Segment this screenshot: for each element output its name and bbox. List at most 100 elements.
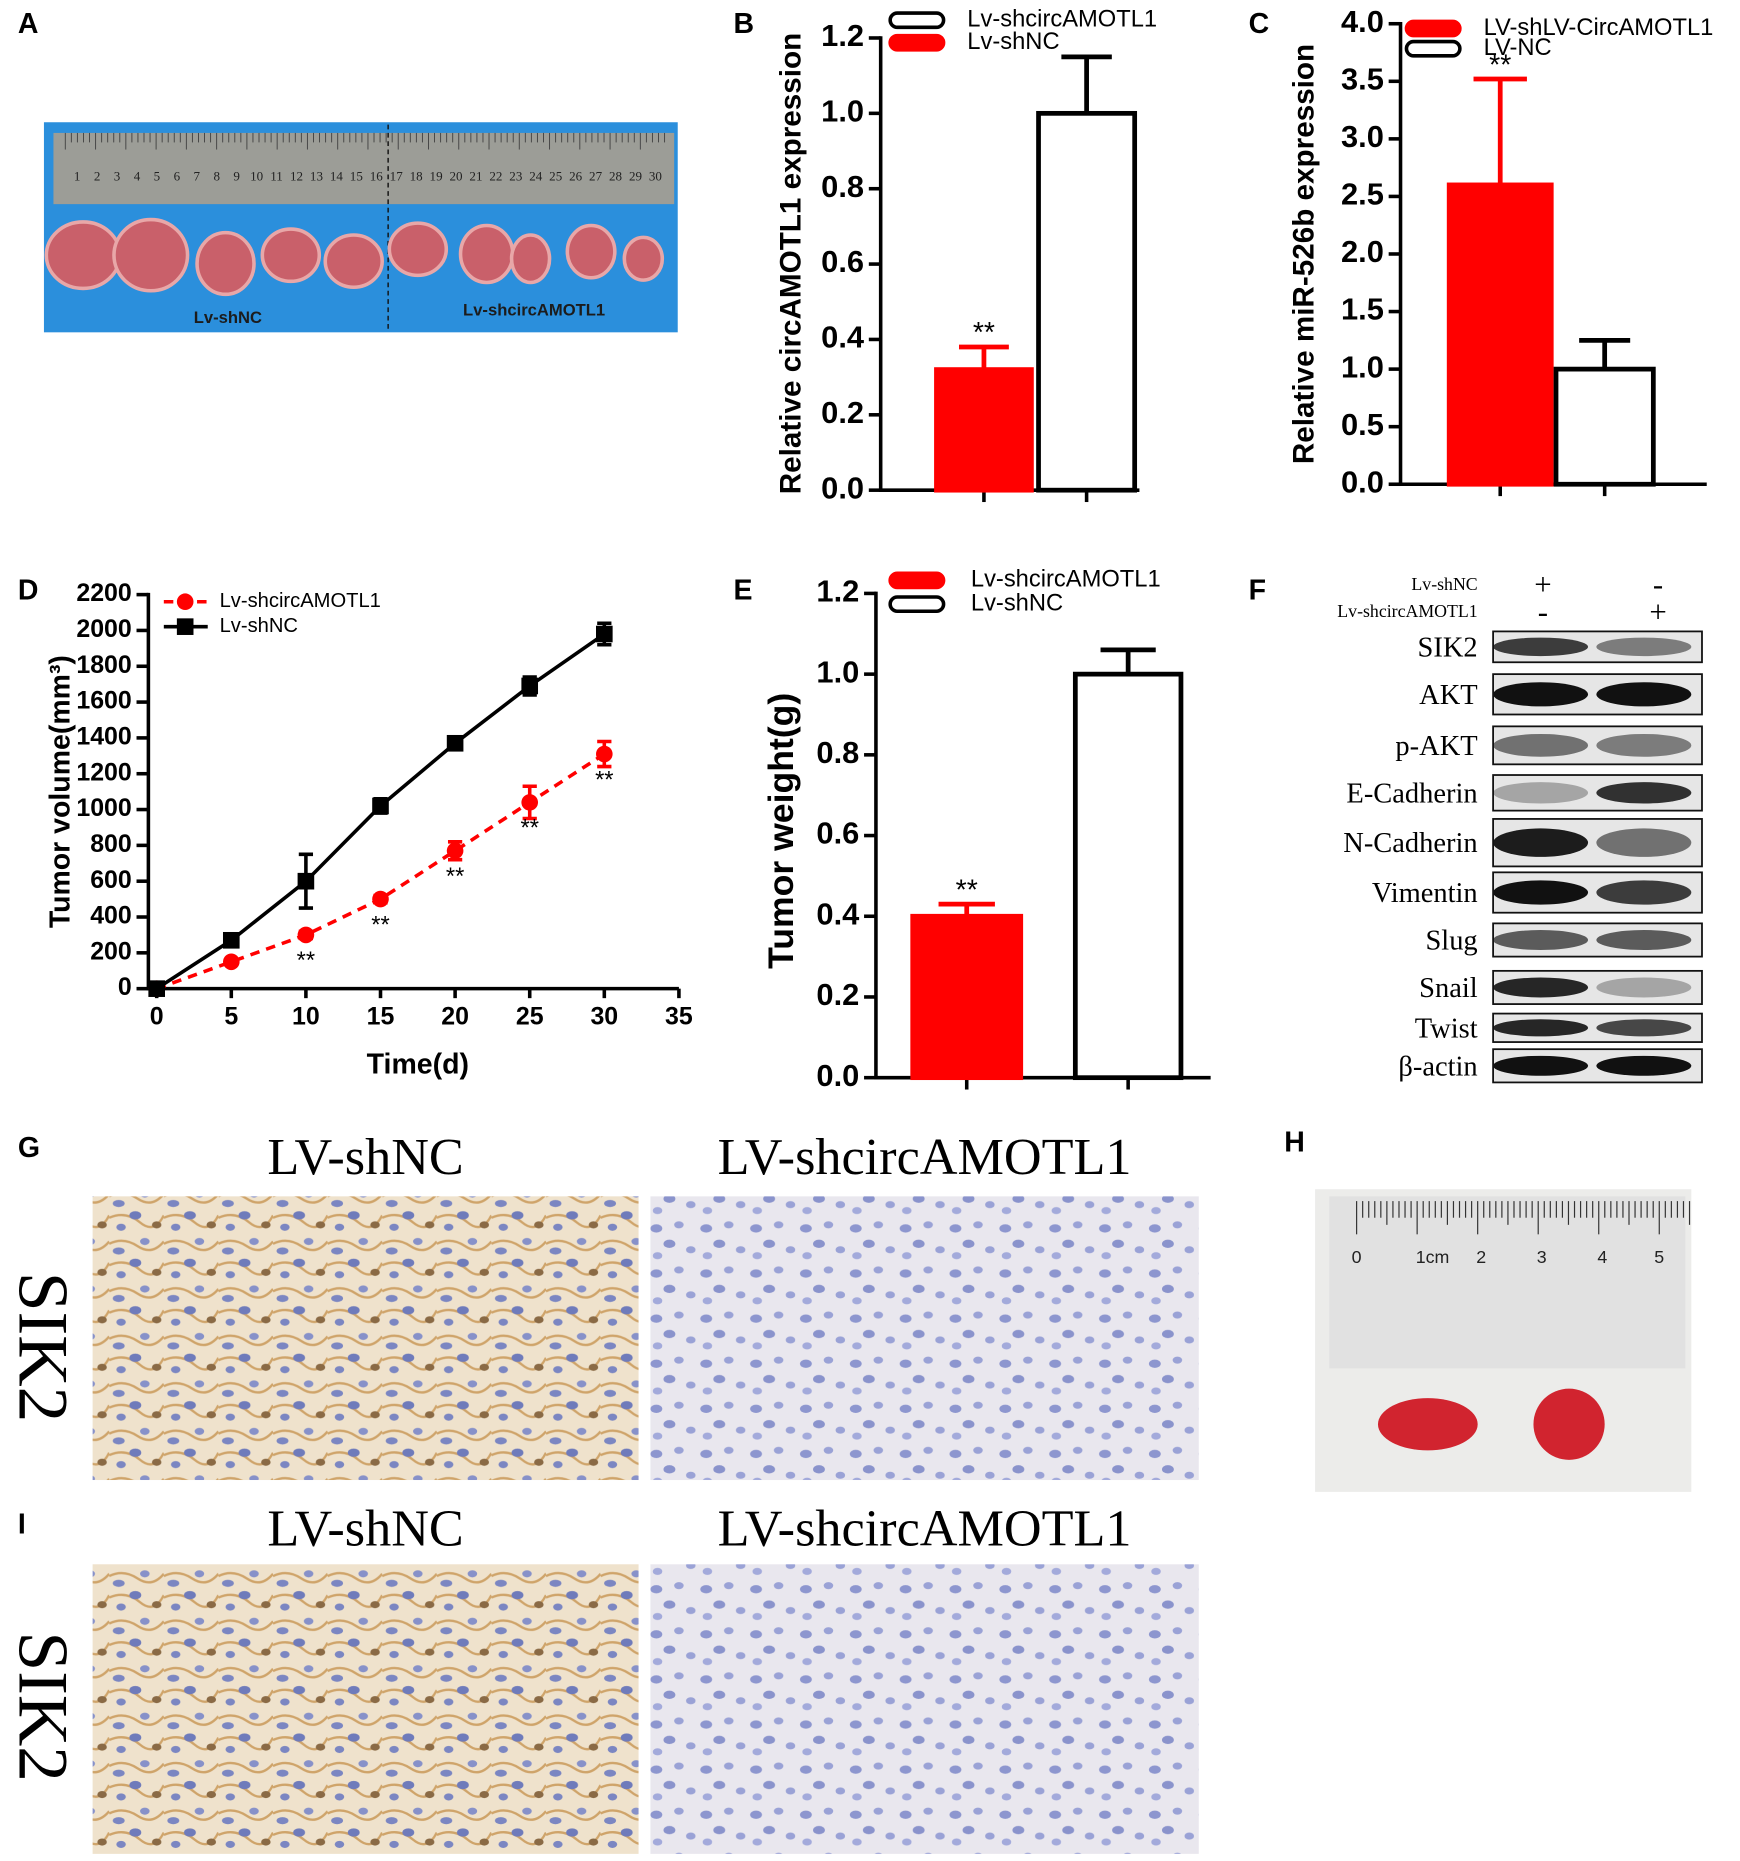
legend-label: Lv-shcircAMOTL1 [967,6,1157,32]
y-tick-label: 600 [90,866,132,894]
legend-marker [888,571,946,590]
tumor [565,223,617,280]
x-tick-label: 20 [441,1002,469,1030]
protein-label: N-Cadherin [1343,828,1477,859]
protein-label: AKT [1419,680,1478,711]
error-bar [1061,54,1112,114]
significance: ** [956,874,978,906]
y-tick-label: 1000 [76,794,131,822]
row-label: SIK2 [3,1272,81,1422]
legend-marker [176,618,194,635]
ruler-number: 6 [174,168,181,183]
band [1493,1055,1589,1076]
y-tick-label: 1800 [76,651,131,679]
ruler-number: 13 [310,168,324,183]
band [1596,880,1692,905]
tumor [1533,1388,1605,1460]
y-tick-label: 2000 [76,615,131,643]
panel-label: H [1284,1126,1305,1158]
protein-label: Twist [1415,1013,1478,1044]
x-tick-label: 15 [367,1002,395,1030]
significance: ** [973,317,995,349]
point [596,625,613,643]
x-tick-label: 25 [516,1002,544,1030]
band [1596,733,1692,757]
ruler-number: 15 [350,168,364,183]
y-tick-label: 0.0 [816,1058,859,1093]
point [372,890,389,908]
x-tick-label: 5 [224,1002,238,1030]
tumor [112,217,190,293]
band [1596,637,1692,657]
band [1493,880,1589,905]
protein-label: β-actin [1398,1051,1477,1082]
y-tick-label: 0.0 [821,470,864,505]
y-tick-label: 2.5 [1341,177,1384,212]
bar [1553,366,1656,487]
y-tick-label: 1.5 [1341,292,1384,327]
y-tick-label: 1200 [76,758,131,786]
y-tick-label: 0.4 [821,320,864,355]
ruler-number: 5 [1654,1247,1664,1267]
tumor [622,235,665,282]
ruler-number: 25 [549,168,563,183]
bar [934,367,1034,493]
series-line [156,752,606,991]
ruler-number: 24 [529,168,543,183]
band [1493,782,1589,804]
error-bar [938,901,995,917]
significance: ** [1489,49,1511,81]
column-title: LV-shcircAMOTL1 [718,1499,1132,1557]
y-tick-label: 800 [90,830,132,858]
ruler-number: 23 [509,168,523,183]
panel-label: A [18,8,39,40]
band [1596,1019,1692,1037]
tumor [195,230,256,297]
band [1596,930,1692,950]
ruler-number: 18 [410,168,424,183]
point [297,926,315,944]
legend-marker [888,595,946,614]
ihc-image [650,1196,1199,1481]
ruler-number: 12 [290,168,303,183]
y-tick-label: 200 [90,937,132,965]
significance: ** [520,816,538,842]
y-tick-label: 2200 [76,579,131,607]
ruler-number: 2 [94,168,101,183]
panel-label: I [18,1508,26,1540]
y-axis-label: Relative circAMOTL1 expression [775,33,808,495]
condition-mark: - [1538,595,1548,629]
significance: ** [297,948,315,974]
ruler-number: 5 [154,168,161,183]
tumor [458,223,515,285]
photo-label: Lv-shNC [194,308,262,327]
y-tick-label: 2.0 [1341,234,1384,269]
ruler-number: 22 [489,168,502,183]
x-tick-label: 0 [150,1002,164,1030]
photo-label: Lv-shcircAMOTL1 [463,301,605,320]
protein-label: E-Cadherin [1346,778,1477,809]
legend-marker [176,593,194,611]
band [1596,682,1692,707]
y-tick-label: 3.5 [1341,61,1384,96]
condition-mark: - [1653,568,1663,602]
x-axis-label: Time(d) [367,1048,469,1080]
column-title: LV-shcircAMOTL1 [718,1128,1132,1186]
bar [1036,110,1138,493]
legend-marker [888,11,946,30]
band [1596,828,1692,857]
condition-label: Lv-shcircAMOTL1 [1337,601,1477,621]
y-tick-label: 4.0 [1341,4,1384,39]
y-axis-label: Tumor weight(g) [761,693,801,969]
ruler-number: 27 [589,168,603,183]
ruler-number: 30 [649,168,663,183]
legend-label: Lv-shNC [971,590,1063,616]
y-tick-label: 0.4 [816,896,859,931]
ruler-number: 14 [330,168,344,183]
ihc-image [650,1564,1199,1854]
band [1493,637,1589,657]
y-axis-label: Relative miR-526b expression [1287,44,1320,464]
ruler-number: 2 [1476,1247,1486,1267]
point [521,794,539,811]
